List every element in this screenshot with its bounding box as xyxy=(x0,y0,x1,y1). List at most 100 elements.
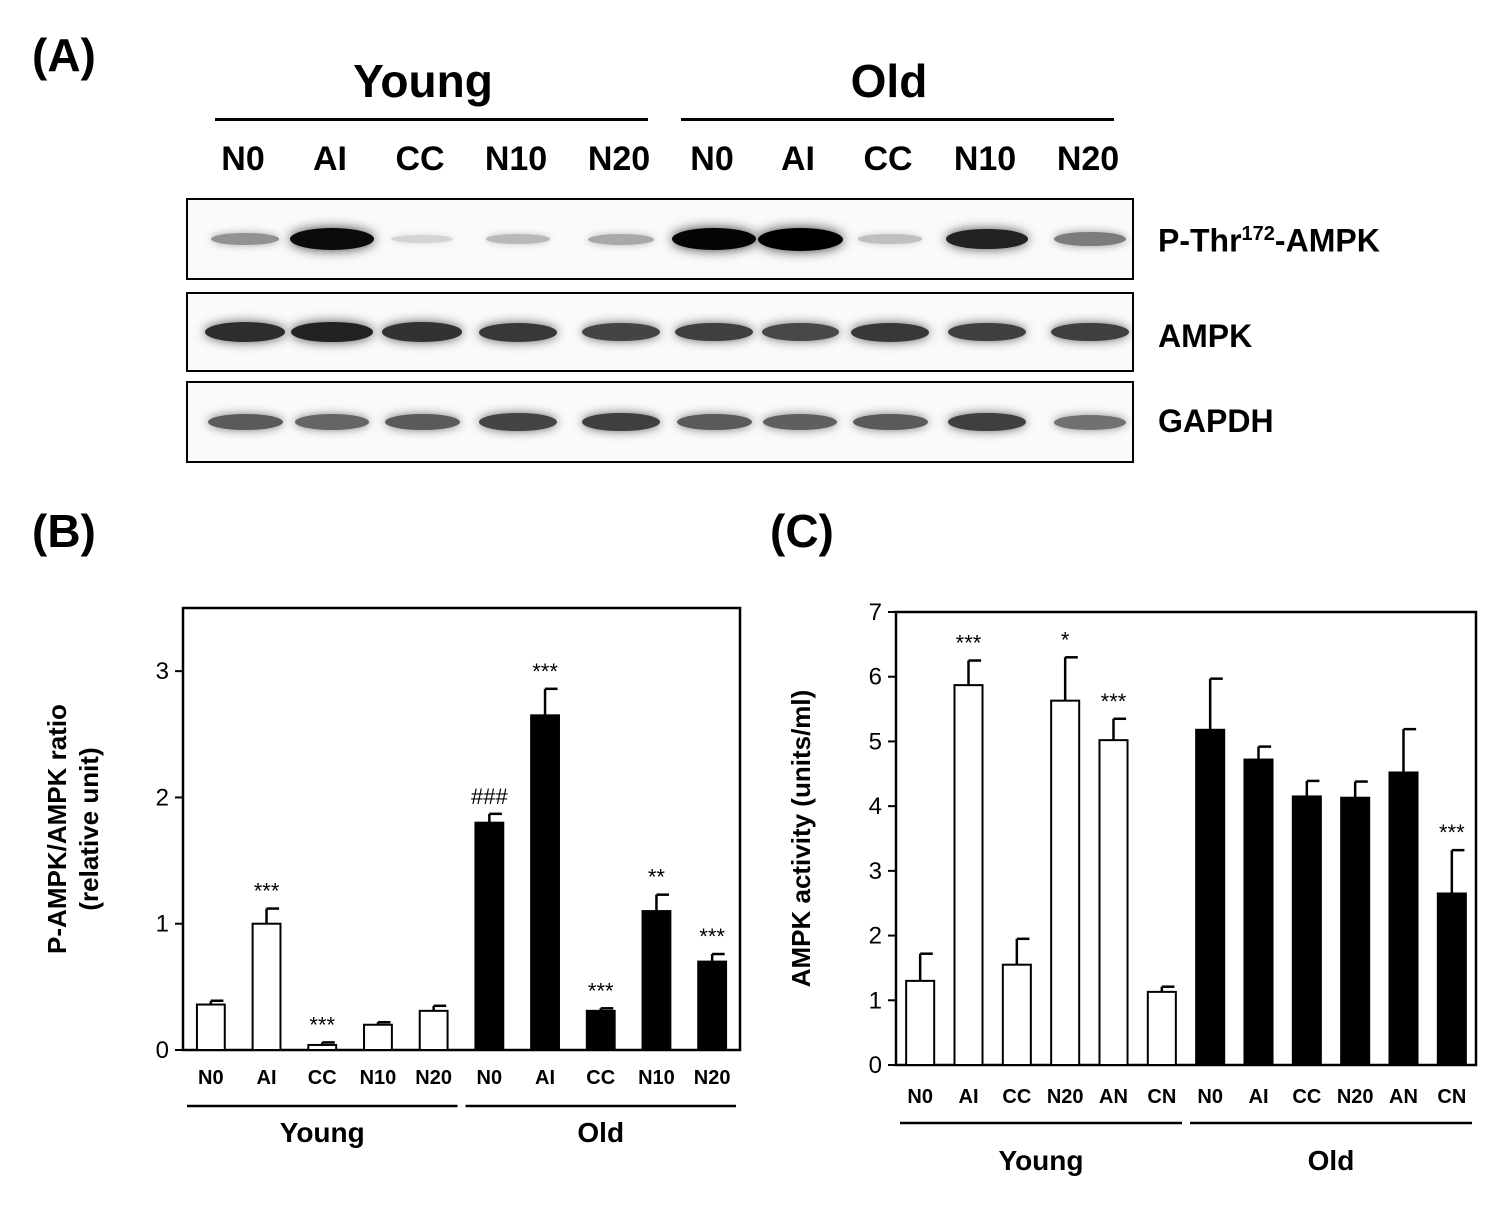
blot-label-gapdh: GAPDH xyxy=(1158,403,1274,439)
blot-band xyxy=(858,234,922,244)
bar xyxy=(697,960,728,1052)
plot-frame xyxy=(181,606,742,1052)
category-label: N0 xyxy=(907,1086,933,1108)
blot-band xyxy=(290,227,374,251)
chart-c: 0 1 2 3 4 5 6 7 N0 *** AI CC * N20 *** AN CN N0 AI CC N20 AN *… xyxy=(786,599,1478,1176)
blot-band xyxy=(1053,414,1127,430)
y-axis-label: AMPK activity (units/ml) xyxy=(786,690,816,988)
bar xyxy=(530,714,560,1051)
blot-band xyxy=(582,322,660,342)
blot-label-p-ampk: P-Thr172-AMPK xyxy=(1158,222,1380,259)
group-line-young xyxy=(215,118,648,121)
lane-label: AI xyxy=(781,140,815,178)
bar xyxy=(363,1023,393,1052)
category-label: CN xyxy=(1147,1086,1176,1108)
blot-band xyxy=(582,412,660,432)
category-label: N0 xyxy=(1197,1086,1223,1108)
y-tick-label: 7 xyxy=(869,599,882,626)
category-label: AN xyxy=(1099,1086,1128,1108)
y-tick-label: 1 xyxy=(869,987,882,1014)
blot-ampk xyxy=(186,292,1134,372)
blot-band xyxy=(850,322,930,342)
significance-label: ### xyxy=(471,784,508,809)
blot-band xyxy=(205,322,285,342)
blot-band xyxy=(384,413,460,431)
group-title-old: Old xyxy=(850,55,928,107)
bar xyxy=(1146,990,1177,1067)
blot-band xyxy=(1054,231,1126,247)
panel-b-label: (B) xyxy=(32,505,96,557)
y-axis-label: (relative unit) xyxy=(74,747,104,910)
category-label: CC xyxy=(586,1067,615,1089)
y-tick-label: 3 xyxy=(869,858,882,885)
bar xyxy=(905,979,936,1066)
category-label: N20 xyxy=(694,1067,731,1089)
group-label: Old xyxy=(1308,1145,1355,1176)
bar xyxy=(1050,699,1081,1066)
y-tick-label: 3 xyxy=(156,658,169,685)
bar xyxy=(1243,758,1274,1066)
lane-label: N10 xyxy=(953,140,1017,178)
bar xyxy=(195,1003,226,1051)
blot-band xyxy=(485,234,551,244)
group-label: Old xyxy=(577,1117,624,1148)
lane-label: N20 xyxy=(587,140,651,178)
category-label: CC xyxy=(1292,1086,1321,1108)
lane-label: N10 xyxy=(484,140,548,178)
category-label: N20 xyxy=(1337,1086,1374,1108)
bar xyxy=(585,1009,616,1052)
blot-band xyxy=(946,228,1028,250)
category-label: N0 xyxy=(198,1067,224,1089)
significance-label: ** xyxy=(648,865,666,890)
category-label: N0 xyxy=(477,1067,503,1089)
bar xyxy=(307,1043,338,1052)
category-label: AN xyxy=(1389,1086,1418,1108)
panel-c-label: (C) xyxy=(770,505,834,557)
category-label: AI xyxy=(257,1067,277,1089)
category-label: CC xyxy=(308,1067,337,1089)
blot-band xyxy=(762,413,838,431)
y-tick-label: 2 xyxy=(869,923,882,950)
significance-label: *** xyxy=(1101,689,1127,714)
blot-band xyxy=(676,413,752,431)
blot-band xyxy=(295,414,369,430)
bar xyxy=(1436,892,1467,1066)
blot-band xyxy=(210,232,280,246)
category-label: N10 xyxy=(360,1067,397,1089)
significance-label: *** xyxy=(532,659,558,684)
lane-label: N0 xyxy=(221,140,265,178)
blot-label-ampk: AMPK xyxy=(1158,318,1253,354)
bar xyxy=(1388,771,1419,1066)
category-label: N20 xyxy=(415,1067,452,1089)
bar xyxy=(474,821,505,1051)
lane-label: N0 xyxy=(690,140,734,178)
blot-band xyxy=(1051,322,1129,342)
blot-band xyxy=(587,233,655,245)
blot-band xyxy=(671,227,757,251)
blot-band xyxy=(852,413,928,431)
significance-label: *** xyxy=(254,879,280,904)
lane-label: CC xyxy=(395,140,445,178)
category-label: CN xyxy=(1437,1086,1466,1108)
lane-label: N20 xyxy=(1056,140,1120,178)
blot-band xyxy=(948,412,1026,432)
y-tick-label: 2 xyxy=(156,784,169,811)
y-tick-label: 6 xyxy=(869,664,882,691)
blot-band xyxy=(948,322,1026,342)
chart-b: 0 1 2 3 N0 *** AI *** CC N10 N20 ### N0 *** AI *** CC ** N… xyxy=(42,606,742,1148)
blot-band xyxy=(757,227,843,251)
bar xyxy=(251,922,282,1052)
blot-gapdh xyxy=(186,381,1134,463)
category-label: N10 xyxy=(638,1067,675,1089)
category-label: N20 xyxy=(1047,1086,1084,1108)
category-label: AI xyxy=(535,1067,555,1089)
group-title-young: Young xyxy=(353,55,493,107)
significance-label: *** xyxy=(588,978,614,1003)
category-label: AI xyxy=(959,1086,979,1108)
bar xyxy=(1001,963,1032,1067)
significance-label: *** xyxy=(309,1012,335,1037)
y-axis-label: P-AMPK/AMPK ratio xyxy=(42,704,72,954)
panel-a-label: (A) xyxy=(32,29,96,81)
significance-label: *** xyxy=(699,924,725,949)
bar xyxy=(1340,796,1371,1066)
